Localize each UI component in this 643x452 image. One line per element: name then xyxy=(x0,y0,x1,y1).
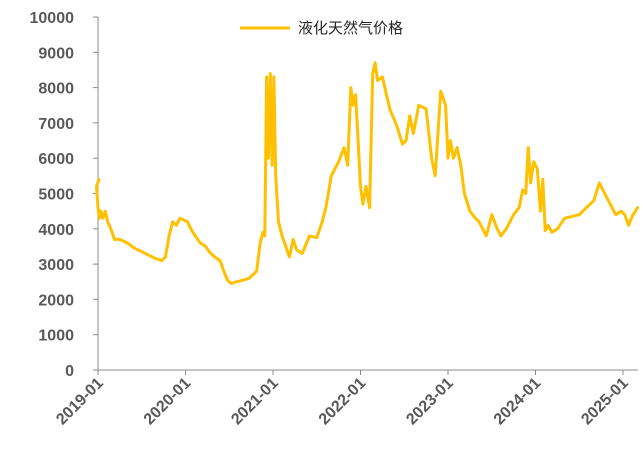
y-tick-label: 5000 xyxy=(38,187,74,204)
y-tick-label: 7000 xyxy=(38,116,74,133)
x-tick-label: 2020-01 xyxy=(141,375,195,429)
y-tick-label: 1000 xyxy=(38,328,74,345)
series-layer xyxy=(95,61,640,285)
x-tick-label: 2021-01 xyxy=(228,375,282,429)
legend-label: 液化天然气价格 xyxy=(298,19,403,37)
x-tick-label: 2022-01 xyxy=(316,375,370,429)
x-tick-label: 2023-01 xyxy=(403,375,457,429)
x-tick-label: 2024-01 xyxy=(491,375,545,429)
x-axis: 2019-01 2020-01 2021-01 2022-01 2023-01 2024-… xyxy=(53,369,638,429)
y-tick-label: 3000 xyxy=(38,257,74,274)
y-tick-label: 2000 xyxy=(38,292,74,309)
y-tick-label: 8000 xyxy=(38,81,74,98)
y-tick-label: 9000 xyxy=(38,45,74,62)
y-tick-label: 4000 xyxy=(38,222,74,239)
chart-legend: 液化天然气价格 xyxy=(240,19,403,37)
y-tick-label: 0 xyxy=(65,363,74,380)
series-line xyxy=(95,61,640,285)
x-tick-label: 2019-01 xyxy=(53,375,107,429)
y-tick-label: 6000 xyxy=(38,151,74,168)
x-tick-label: 2025-01 xyxy=(578,375,632,429)
y-axis: 0 1000 2000 3000 4000 5000 6000 7000 8000 9000 100… xyxy=(30,10,99,380)
y-tick-label: 10000 xyxy=(30,10,75,27)
